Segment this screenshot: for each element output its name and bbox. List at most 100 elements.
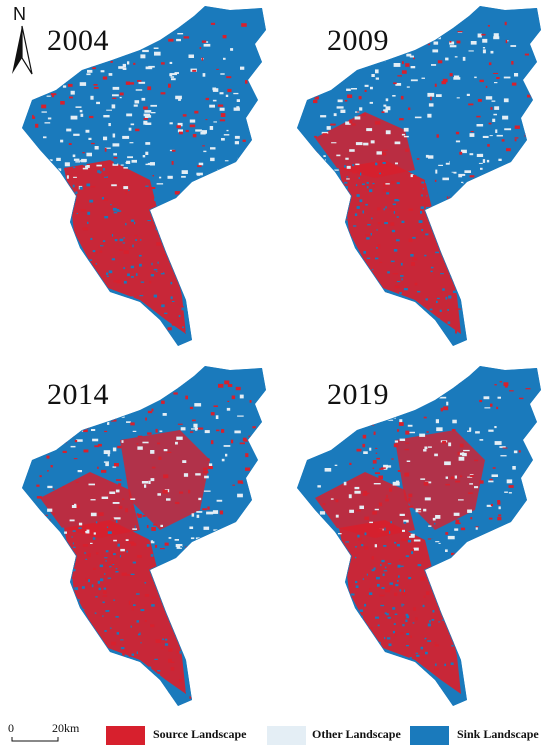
source-landscape-patch (73, 458, 78, 460)
sink-landscape-patch (366, 674, 370, 676)
source-landscape-patch (309, 207, 312, 211)
source-landscape-patch (379, 468, 384, 470)
other-landscape-patch (113, 153, 117, 156)
source-landscape-patch (487, 144, 490, 147)
source-landscape-patch (134, 395, 138, 399)
sink-landscape-patch (171, 230, 174, 233)
source-landscape-patch (434, 685, 440, 690)
sink-landscape-patch (421, 229, 424, 232)
source-landscape-patch (77, 626, 82, 629)
sink-landscape-patch (438, 621, 441, 623)
source-landscape-patch (377, 207, 381, 211)
source-landscape-patch (51, 530, 54, 532)
sink-landscape-patch (386, 637, 391, 640)
sink-landscape-patch (109, 627, 112, 629)
other-landscape-patch (80, 113, 84, 117)
sink-landscape-patch (381, 587, 385, 589)
sink-landscape-patch (447, 185, 449, 189)
sink-landscape-patch (131, 321, 135, 324)
source-landscape-patch (31, 160, 33, 162)
source-landscape-patch (487, 534, 492, 539)
other-landscape-patch (322, 419, 329, 421)
source-landscape-patch (213, 270, 219, 274)
source-landscape-patch (231, 395, 236, 400)
other-landscape-patch (332, 535, 336, 539)
other-landscape-patch (497, 396, 501, 399)
source-landscape-patch (397, 75, 402, 77)
source-landscape-patch (85, 577, 90, 581)
other-landscape-patch (236, 99, 240, 102)
other-landscape-patch (467, 476, 473, 478)
source-landscape-patch (314, 537, 317, 540)
sink-landscape-patch (171, 606, 175, 609)
source-landscape-patch (170, 619, 173, 622)
sink-landscape-patch (362, 280, 365, 282)
other-landscape-patch (125, 539, 129, 541)
other-landscape-patch (224, 160, 229, 162)
sink-landscape-patch (364, 635, 366, 637)
sink-landscape-patch (376, 229, 378, 231)
sink-landscape-patch (454, 250, 458, 254)
source-landscape-patch (219, 604, 224, 606)
sink-landscape-patch (433, 558, 436, 561)
source-landscape-patch (324, 636, 328, 639)
landscape-map-2014 (22, 366, 266, 706)
other-landscape-patch (239, 394, 244, 399)
source-landscape-patch (334, 277, 338, 281)
other-landscape-patch (366, 128, 373, 132)
other-landscape-patch (223, 445, 231, 447)
source-landscape-patch (401, 61, 404, 65)
source-landscape-patch (82, 544, 89, 547)
source-landscape-patch (190, 431, 194, 433)
source-landscape-patch (194, 110, 199, 114)
source-landscape-patch (473, 607, 476, 611)
source-landscape-patch (173, 392, 178, 395)
sink-landscape-patch (458, 229, 461, 232)
source-landscape-patch (211, 698, 217, 702)
source-landscape-patch (155, 428, 158, 433)
source-landscape-patch (340, 653, 344, 658)
other-landscape-patch (127, 61, 130, 65)
source-landscape-patch (168, 38, 174, 42)
source-landscape-patch (505, 274, 510, 277)
source-landscape-patch (35, 123, 39, 128)
other-landscape-patch (85, 165, 90, 168)
sink-landscape-patch (135, 239, 137, 241)
other-landscape-patch (410, 38, 416, 42)
source-landscape-patch (497, 501, 501, 505)
sink-landscape-patch (459, 629, 462, 632)
source-landscape-patch (360, 663, 365, 667)
source-landscape-patch (224, 665, 227, 668)
sink-landscape-patch (138, 322, 143, 325)
source-landscape-patch (377, 528, 383, 533)
sink-landscape-patch (153, 268, 158, 271)
source-landscape-patch (232, 211, 235, 214)
other-landscape-patch (190, 537, 195, 540)
sink-landscape-patch (88, 259, 93, 261)
sink-landscape-patch (153, 699, 158, 702)
other-landscape-patch (150, 478, 155, 482)
source-landscape-patch (385, 498, 389, 502)
sink-landscape-patch (394, 199, 399, 202)
other-landscape-patch (198, 497, 202, 501)
source-landscape-patch (212, 659, 216, 663)
sink-landscape-patch (348, 283, 350, 285)
sink-landscape-patch (103, 587, 107, 590)
sink-landscape-patch (149, 666, 152, 669)
other-landscape-patch (86, 152, 92, 157)
sink-landscape-patch (112, 553, 116, 556)
sink-landscape-patch (435, 699, 438, 702)
sink-landscape-patch (98, 587, 101, 591)
source-landscape-patch (399, 118, 404, 121)
source-landscape-patch (410, 635, 412, 638)
sink-landscape-patch (422, 604, 425, 608)
sink-landscape-patch (377, 624, 380, 627)
sink-landscape-patch (161, 304, 165, 308)
sink-landscape-patch (72, 542, 74, 545)
source-landscape-area (120, 430, 210, 530)
source-landscape-patch (320, 633, 324, 635)
source-landscape-patch (403, 33, 406, 37)
sink-landscape-patch (412, 622, 415, 624)
other-landscape-patch (169, 122, 173, 125)
source-landscape-patch (362, 434, 367, 439)
